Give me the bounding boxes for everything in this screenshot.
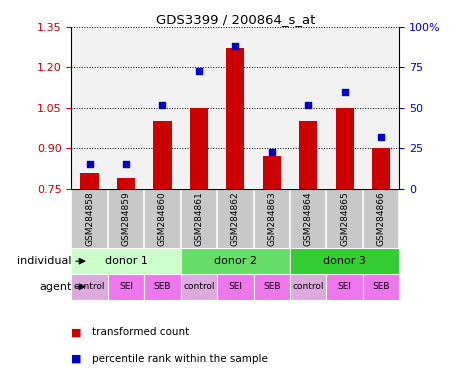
Bar xyxy=(117,178,135,189)
Bar xyxy=(262,156,280,189)
Text: SEB: SEB xyxy=(371,282,389,291)
Text: GSM284858: GSM284858 xyxy=(85,191,94,246)
Text: ■: ■ xyxy=(71,327,82,337)
Point xyxy=(122,161,129,167)
Bar xyxy=(80,172,98,189)
Bar xyxy=(253,274,289,300)
Point xyxy=(195,68,202,74)
Title: GDS3399 / 200864_s_at: GDS3399 / 200864_s_at xyxy=(155,13,314,26)
Bar xyxy=(180,248,289,274)
Point xyxy=(376,134,384,140)
Text: transformed count: transformed count xyxy=(92,327,189,337)
Text: donor 2: donor 2 xyxy=(213,256,256,266)
Text: GSM284865: GSM284865 xyxy=(339,191,348,246)
Text: SEB: SEB xyxy=(153,282,171,291)
Bar xyxy=(107,274,144,300)
Bar xyxy=(217,274,253,300)
Bar xyxy=(362,274,398,300)
Text: SEB: SEB xyxy=(263,282,280,291)
Text: GSM284861: GSM284861 xyxy=(194,191,203,246)
Bar xyxy=(180,274,217,300)
Text: SEI: SEI xyxy=(119,282,133,291)
Point xyxy=(158,101,166,108)
Bar xyxy=(226,48,244,189)
Bar xyxy=(71,248,180,274)
Text: GSM284860: GSM284860 xyxy=(157,191,167,246)
Text: control: control xyxy=(183,282,214,291)
Text: GSM284862: GSM284862 xyxy=(230,191,239,246)
Text: donor 1: donor 1 xyxy=(104,256,147,266)
Bar xyxy=(144,274,180,300)
Text: donor 3: donor 3 xyxy=(323,256,365,266)
Bar xyxy=(326,274,362,300)
Bar xyxy=(289,248,398,274)
Bar xyxy=(71,274,107,300)
Text: agent: agent xyxy=(39,282,71,292)
Text: percentile rank within the sample: percentile rank within the sample xyxy=(92,354,267,364)
Text: control: control xyxy=(292,282,323,291)
Point xyxy=(304,101,311,108)
Point xyxy=(231,43,239,50)
Text: SEI: SEI xyxy=(228,282,242,291)
Point xyxy=(86,161,93,167)
Text: SEI: SEI xyxy=(337,282,351,291)
Text: GSM284864: GSM284864 xyxy=(303,191,312,246)
Point xyxy=(268,149,275,155)
Text: GSM284866: GSM284866 xyxy=(376,191,385,246)
Point xyxy=(340,89,347,95)
Text: GSM284863: GSM284863 xyxy=(267,191,276,246)
Text: individual: individual xyxy=(17,256,71,266)
Bar xyxy=(335,108,353,189)
Bar xyxy=(371,148,389,189)
Bar xyxy=(153,121,171,189)
Text: GSM284859: GSM284859 xyxy=(121,191,130,246)
Text: ■: ■ xyxy=(71,354,82,364)
Bar xyxy=(298,121,317,189)
Text: control: control xyxy=(73,282,105,291)
Bar xyxy=(189,108,207,189)
Bar xyxy=(289,274,326,300)
